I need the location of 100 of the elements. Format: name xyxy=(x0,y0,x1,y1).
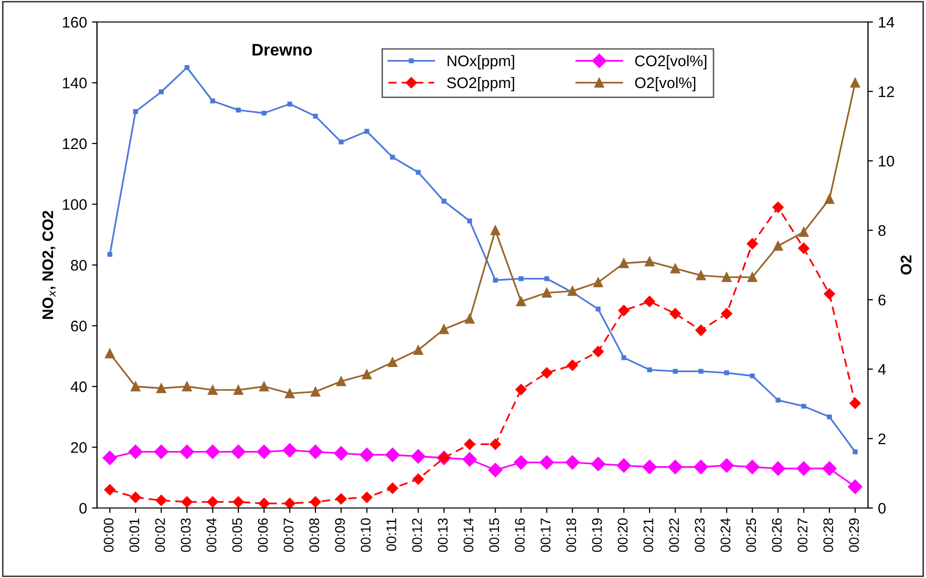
point xyxy=(184,65,190,70)
point xyxy=(181,496,193,508)
y-tick-label: 60 xyxy=(71,320,87,332)
point xyxy=(590,456,606,472)
point xyxy=(492,278,498,283)
point xyxy=(412,474,424,485)
point xyxy=(514,455,528,470)
x-tick-label: 00:09 xyxy=(335,518,345,552)
point xyxy=(773,241,783,251)
point xyxy=(618,258,629,268)
point xyxy=(107,252,112,257)
point xyxy=(852,449,858,454)
x-tick-label: 00:16 xyxy=(514,518,525,552)
legend-label: O2[vol%] xyxy=(635,76,696,92)
x-tick-label: 00:04 xyxy=(206,518,216,552)
point xyxy=(672,368,678,374)
y-axis-title: NO$_{x}$, NO2, CO2 xyxy=(42,210,56,319)
x-tick-label: 00:27 xyxy=(798,518,808,552)
point xyxy=(360,448,374,462)
point xyxy=(822,461,837,476)
point xyxy=(258,498,270,508)
point xyxy=(695,324,707,336)
point xyxy=(776,398,780,403)
point xyxy=(488,462,503,478)
y2-tick-label: 6 xyxy=(878,294,886,306)
point xyxy=(128,444,143,459)
x-tick-label: 00:19 xyxy=(592,518,602,552)
y2-tick-label: 14 xyxy=(878,17,894,28)
point xyxy=(721,308,732,320)
point xyxy=(696,270,706,280)
point xyxy=(284,498,296,508)
point xyxy=(413,345,424,355)
point xyxy=(308,444,323,459)
point xyxy=(616,458,632,473)
point xyxy=(416,170,421,175)
point xyxy=(310,386,320,397)
x-tick-label: 00:29 xyxy=(849,518,859,552)
point xyxy=(104,348,115,358)
point xyxy=(205,444,220,459)
point xyxy=(362,369,372,380)
x-tick-label: 00:21 xyxy=(643,518,654,552)
point xyxy=(388,357,398,368)
point xyxy=(156,494,167,506)
x-tick-label: 00:14 xyxy=(464,518,474,552)
point xyxy=(390,154,395,160)
point xyxy=(824,288,836,300)
x-tick-label: 00:10 xyxy=(360,518,371,552)
point xyxy=(310,496,322,508)
point xyxy=(462,452,477,467)
y-tick-label: 160 xyxy=(62,16,87,28)
point xyxy=(334,446,348,460)
point xyxy=(621,355,626,360)
point xyxy=(464,438,476,450)
x-tick-label: 00:20 xyxy=(618,518,628,552)
point xyxy=(364,128,370,134)
point xyxy=(130,382,140,392)
point xyxy=(361,492,372,503)
y2-tick-label: 10 xyxy=(878,156,894,167)
x-tick-label: 00:13 xyxy=(438,518,448,552)
point xyxy=(182,382,192,392)
point xyxy=(694,460,708,474)
point xyxy=(385,448,400,462)
y-tick-label: 140 xyxy=(62,78,87,88)
text: Drewno xyxy=(252,44,312,56)
point xyxy=(750,373,755,378)
point xyxy=(722,272,732,282)
y2-tick-label: 8 xyxy=(878,225,886,236)
x-tick-label: 00:02 xyxy=(155,518,165,552)
point xyxy=(515,384,527,396)
point xyxy=(130,492,142,503)
y-tick-label: 20 xyxy=(71,442,87,453)
point xyxy=(747,272,758,282)
point xyxy=(565,455,580,470)
point xyxy=(698,368,704,374)
point xyxy=(568,286,578,296)
point xyxy=(566,360,578,371)
point xyxy=(850,78,860,88)
x-tick-label: 00:00 xyxy=(104,518,114,552)
point xyxy=(798,242,810,254)
point xyxy=(231,444,246,459)
point xyxy=(207,496,218,508)
x-tick-label: 00:24 xyxy=(720,518,730,552)
y-tick-label: 100 xyxy=(62,199,87,210)
point xyxy=(464,314,475,324)
point xyxy=(670,308,681,320)
point xyxy=(133,109,138,114)
point xyxy=(336,493,347,504)
point xyxy=(719,458,734,473)
y2-tick-label: 4 xyxy=(878,364,886,375)
point xyxy=(210,98,216,104)
point xyxy=(233,385,244,395)
point xyxy=(442,198,446,204)
y-tick-label: 80 xyxy=(70,260,87,271)
x-tick-label: 00:28 xyxy=(823,518,834,552)
point xyxy=(827,414,832,420)
x-tick-label: 00:26 xyxy=(772,518,782,552)
point xyxy=(284,388,295,398)
point xyxy=(102,450,118,466)
y-tick-label: 120 xyxy=(62,138,87,150)
x-tick-label: 00:17 xyxy=(540,518,550,552)
